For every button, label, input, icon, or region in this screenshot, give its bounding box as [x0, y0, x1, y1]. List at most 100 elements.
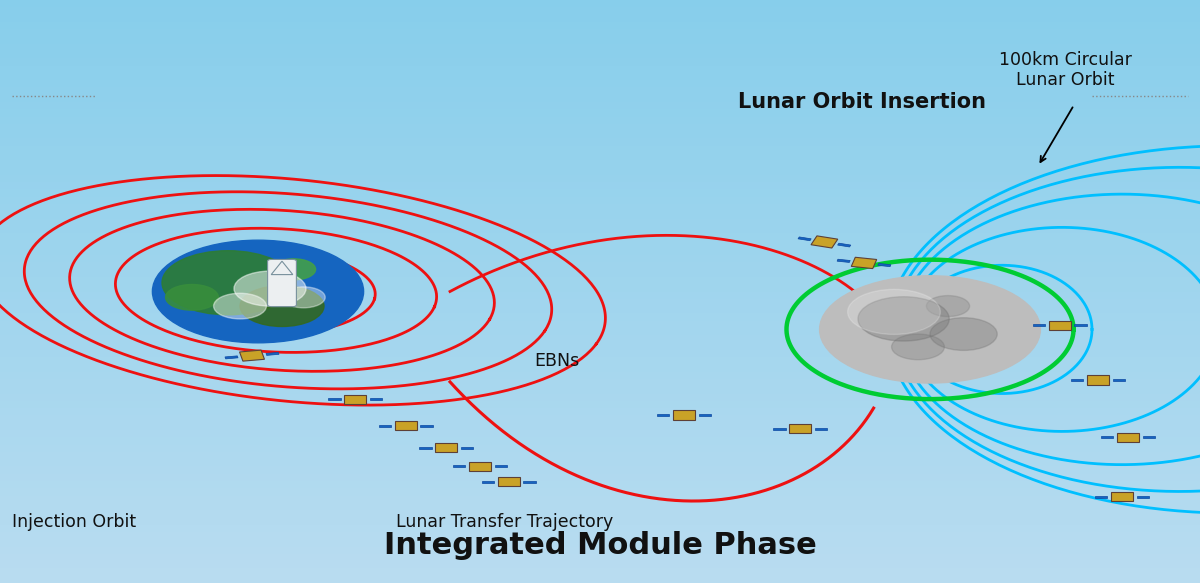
Bar [0, 87, 1200, 94]
Bar [0, 430, 1200, 437]
Bar [0, 240, 1200, 248]
Polygon shape [481, 480, 494, 483]
Bar [0, 314, 1200, 321]
Circle shape [240, 286, 324, 326]
Bar [0, 321, 1200, 328]
Bar [0, 525, 1200, 532]
Bar [0, 197, 1200, 204]
Bar [0, 73, 1200, 80]
Circle shape [930, 318, 997, 350]
Text: Integrated Module Phase: Integrated Module Phase [384, 531, 816, 560]
Text: Lunar Orbit Insertion: Lunar Orbit Insertion [738, 92, 986, 112]
Polygon shape [461, 447, 474, 449]
Polygon shape [523, 480, 536, 483]
Text: EBNs: EBNs [534, 353, 580, 370]
Circle shape [892, 334, 944, 360]
Bar [0, 277, 1200, 285]
Bar [0, 146, 1200, 153]
Bar [0, 168, 1200, 175]
Bar [0, 415, 1200, 423]
Polygon shape [344, 395, 366, 404]
Polygon shape [877, 264, 890, 266]
Bar [0, 437, 1200, 444]
Bar [0, 357, 1200, 364]
Polygon shape [498, 477, 520, 486]
Bar [0, 189, 1200, 197]
Polygon shape [224, 356, 238, 359]
Bar [0, 554, 1200, 561]
Bar [0, 153, 1200, 160]
Bar [0, 503, 1200, 510]
Bar [0, 539, 1200, 547]
Bar [0, 102, 1200, 110]
Bar [0, 160, 1200, 168]
Polygon shape [266, 352, 280, 356]
Polygon shape [469, 462, 491, 471]
Polygon shape [240, 350, 264, 361]
Polygon shape [838, 259, 851, 262]
Polygon shape [673, 410, 695, 420]
Bar [0, 423, 1200, 430]
Bar [0, 15, 1200, 22]
Bar [0, 510, 1200, 518]
Bar [0, 386, 1200, 394]
Bar [0, 401, 1200, 408]
Bar [0, 8, 1200, 15]
Bar [0, 262, 1200, 269]
Polygon shape [851, 257, 877, 269]
Text: 100km Circular
Lunar Orbit: 100km Circular Lunar Orbit [1000, 51, 1132, 89]
Bar [0, 285, 1200, 292]
Bar [0, 22, 1200, 29]
Polygon shape [1117, 433, 1139, 442]
Polygon shape [773, 427, 786, 430]
Polygon shape [1074, 324, 1087, 326]
Bar [0, 175, 1200, 182]
Bar [0, 350, 1200, 357]
Circle shape [152, 240, 364, 343]
Bar [0, 139, 1200, 146]
Circle shape [162, 251, 294, 315]
Polygon shape [328, 398, 341, 401]
Polygon shape [1070, 379, 1084, 381]
Circle shape [234, 271, 306, 306]
Circle shape [926, 296, 970, 317]
Bar [0, 226, 1200, 233]
Bar [0, 328, 1200, 335]
Circle shape [282, 287, 325, 308]
Bar [0, 65, 1200, 73]
Bar [0, 44, 1200, 51]
Bar [0, 110, 1200, 117]
Polygon shape [370, 398, 383, 401]
Polygon shape [1112, 379, 1126, 381]
Text: Injection Orbit: Injection Orbit [12, 512, 136, 531]
Bar [0, 248, 1200, 255]
Bar [0, 80, 1200, 87]
Polygon shape [698, 414, 712, 416]
Bar [0, 379, 1200, 386]
Bar [0, 124, 1200, 131]
Polygon shape [1111, 492, 1133, 501]
Bar [0, 298, 1200, 306]
Polygon shape [1100, 436, 1114, 438]
Polygon shape [1087, 375, 1109, 385]
Circle shape [166, 285, 218, 310]
Bar [0, 182, 1200, 189]
Bar [0, 131, 1200, 139]
Polygon shape [378, 424, 391, 427]
Bar [0, 394, 1200, 401]
Circle shape [820, 276, 1040, 383]
Text: Lunar Transfer Trajectory: Lunar Transfer Trajectory [396, 512, 613, 531]
Polygon shape [838, 243, 851, 247]
Bar [0, 51, 1200, 58]
Bar [0, 518, 1200, 525]
Bar [0, 343, 1200, 350]
Bar [0, 335, 1200, 343]
Polygon shape [452, 465, 466, 468]
Polygon shape [1094, 496, 1108, 498]
Bar [0, 466, 1200, 473]
Polygon shape [271, 261, 293, 275]
Bar [0, 36, 1200, 44]
Bar [0, 0, 1200, 8]
Circle shape [272, 259, 316, 280]
Bar [0, 452, 1200, 459]
